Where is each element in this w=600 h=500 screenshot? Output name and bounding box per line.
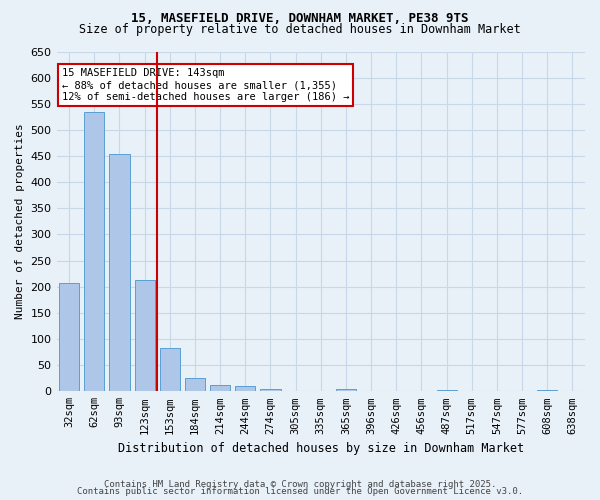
Bar — [210, 384, 230, 392]
Text: Contains HM Land Registry data © Crown copyright and database right 2025.: Contains HM Land Registry data © Crown c… — [104, 480, 496, 489]
Bar — [235, 386, 256, 392]
Bar — [537, 390, 557, 392]
Text: 15, MASEFIELD DRIVE, DOWNHAM MARKET, PE38 9TS: 15, MASEFIELD DRIVE, DOWNHAM MARKET, PE3… — [131, 12, 469, 26]
X-axis label: Distribution of detached houses by size in Downham Market: Distribution of detached houses by size … — [118, 442, 524, 455]
Bar — [109, 154, 130, 392]
Bar — [185, 378, 205, 392]
Y-axis label: Number of detached properties: Number of detached properties — [15, 124, 25, 320]
Bar — [260, 388, 281, 392]
Text: Size of property relative to detached houses in Downham Market: Size of property relative to detached ho… — [79, 22, 521, 36]
Text: Contains public sector information licensed under the Open Government Licence v3: Contains public sector information licen… — [77, 487, 523, 496]
Bar — [160, 348, 180, 392]
Bar — [437, 390, 457, 392]
Bar — [59, 282, 79, 392]
Bar — [134, 280, 155, 392]
Bar — [84, 112, 104, 392]
Bar — [336, 389, 356, 392]
Text: 15 MASEFIELD DRIVE: 143sqm
← 88% of detached houses are smaller (1,355)
12% of s: 15 MASEFIELD DRIVE: 143sqm ← 88% of deta… — [62, 68, 349, 102]
